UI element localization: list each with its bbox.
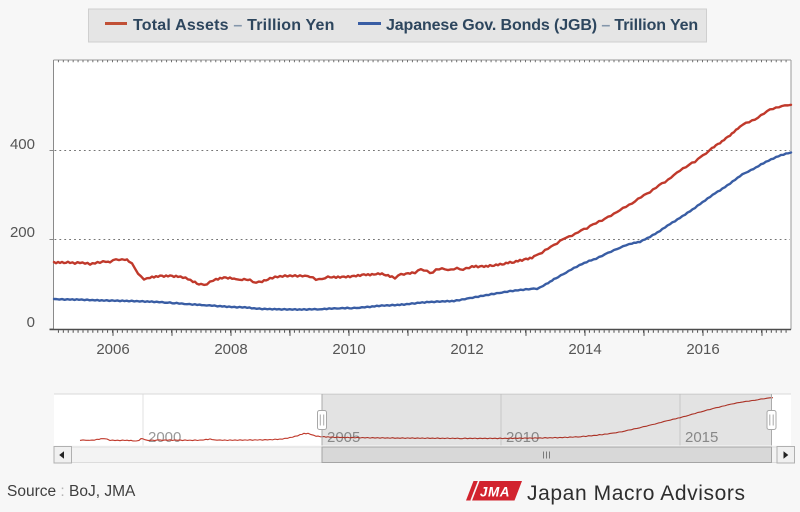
svg-text:Source : BoJ, JMA: Source : BoJ, JMA xyxy=(7,483,136,500)
svg-text:200: 200 xyxy=(10,224,35,241)
svg-text:2000: 2000 xyxy=(148,429,181,446)
svg-text:JMA: JMA xyxy=(480,485,510,500)
svg-text:400: 400 xyxy=(10,136,35,153)
svg-text:2010: 2010 xyxy=(332,341,365,358)
svg-text:0: 0 xyxy=(27,314,35,331)
svg-text:2015: 2015 xyxy=(685,429,718,446)
svg-text:2008: 2008 xyxy=(214,341,247,358)
svg-text:2006: 2006 xyxy=(96,341,129,358)
svg-text:2016: 2016 xyxy=(686,341,719,358)
svg-text:2014: 2014 xyxy=(568,341,601,358)
svg-text:2012: 2012 xyxy=(450,341,483,358)
svg-text:Japan Macro Advisors: Japan Macro Advisors xyxy=(527,482,746,505)
svg-text:Japanese Gov. Bonds (JGB) – Tr: Japanese Gov. Bonds (JGB) – Trillion Yen xyxy=(386,17,698,34)
svg-text:2010: 2010 xyxy=(506,429,539,446)
svg-text:Total Assets – Trillion Yen: Total Assets – Trillion Yen xyxy=(133,17,335,34)
